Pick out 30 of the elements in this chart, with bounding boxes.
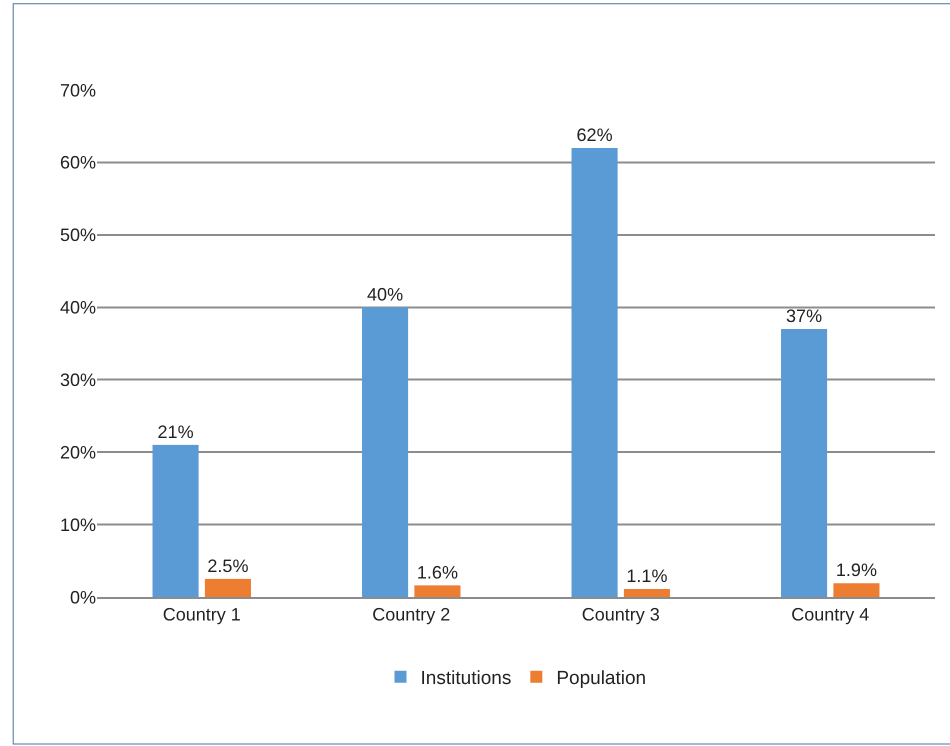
- bar: [204, 578, 251, 597]
- bar: [781, 329, 828, 597]
- y-tick-label: 70%: [60, 80, 96, 100]
- bar: [152, 444, 199, 597]
- legend-label: Population: [556, 668, 646, 690]
- y-tick-label: 60%: [60, 152, 96, 173]
- bar: [414, 585, 460, 597]
- data-label: 37%: [786, 306, 822, 326]
- data-label: 1.1%: [626, 566, 668, 586]
- x-tick-label: Country 2: [372, 604, 450, 625]
- data-label: 2.5%: [207, 556, 248, 576]
- y-tick-label: 10%: [60, 514, 96, 535]
- data-label: 40%: [367, 284, 404, 304]
- data-label: 21%: [158, 422, 194, 442]
- data-label: 1.6%: [416, 562, 458, 582]
- y-tick-label: 20%: [60, 442, 96, 462]
- bar: [572, 148, 618, 597]
- y-tick-label: 40%: [60, 298, 96, 318]
- bar: [362, 307, 408, 597]
- data-label: 62%: [576, 124, 613, 145]
- legend-label: Institutions: [420, 668, 512, 690]
- data-label: 1.9%: [836, 560, 877, 580]
- bar: [833, 583, 880, 597]
- x-tick-label: Country 3: [582, 604, 660, 625]
- y-tick-label: 0%: [70, 587, 96, 608]
- y-tick-label: 50%: [60, 225, 96, 246]
- x-tick-label: Country 1: [162, 604, 241, 625]
- y-tick-label: 30%: [60, 370, 96, 390]
- x-tick-label: Country 4: [791, 604, 870, 625]
- bar: [624, 589, 670, 597]
